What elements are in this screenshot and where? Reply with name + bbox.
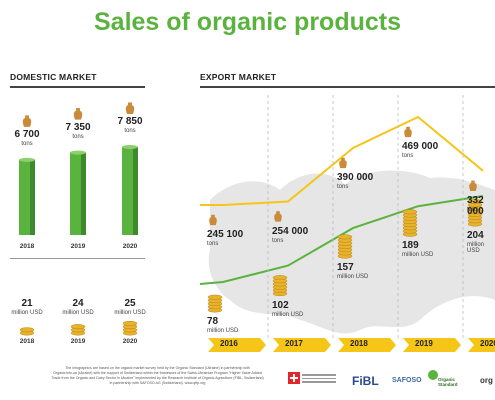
coin-icon — [467, 199, 483, 205]
domestic-usd-value: 25 — [124, 298, 136, 309]
domestic-usd-unit: million USD — [114, 310, 146, 316]
domestic-bar-top — [122, 145, 138, 149]
coin-icon — [207, 294, 223, 300]
export-usd-line — [199, 195, 484, 285]
export-usd-value: 189 — [402, 240, 419, 252]
export-usd-value: 102 — [272, 299, 289, 311]
footer-line: The infographics are based on the organi… — [65, 366, 250, 370]
coin-icon — [337, 234, 353, 240]
export-heading: EXPORT MARKET — [200, 72, 277, 82]
export-usd-unit: million USD — [467, 242, 485, 254]
bag-icon — [73, 110, 83, 120]
bag-icon-top — [25, 115, 29, 118]
domestic-year-label: 2020 — [122, 243, 138, 250]
export-usd-unit: million USD — [207, 328, 239, 334]
bag-icon-top — [211, 214, 215, 217]
domestic-usd-year: 2018 — [19, 338, 35, 345]
export-usd-unit: million USD — [272, 311, 304, 318]
export-year-label: 2020 — [480, 339, 495, 348]
year-arrow — [338, 338, 396, 352]
export-tons-unit: tons — [272, 237, 284, 244]
domestic-unit-label: tons — [72, 133, 84, 140]
export-usd-value: 204 — [467, 230, 484, 241]
export-usd-value: 78 — [207, 316, 219, 327]
export-tons-unit: tons — [207, 241, 219, 247]
bag-icon-top — [76, 108, 80, 111]
extra-logo: org — [480, 376, 493, 385]
safoso-logo: SAFOSO — [392, 377, 422, 384]
bag-icon-top — [128, 102, 132, 105]
domestic-bar-shade — [81, 152, 86, 235]
domestic-year-label: 2018 — [19, 243, 35, 250]
bag-icon — [339, 160, 347, 169]
export-usd-value: 157 — [337, 262, 354, 274]
export-tons-value: 254 000 — [272, 225, 309, 237]
export-tons-value: 245 100 — [207, 229, 244, 240]
bag-icon-top — [341, 157, 345, 161]
bag-icon-top — [471, 180, 475, 183]
year-arrow — [273, 338, 331, 352]
organic-standard-logo: Organic Standard — [438, 377, 458, 387]
export-rule — [200, 86, 495, 88]
coin-icon — [402, 209, 418, 215]
export-usd-unit: million USD — [337, 274, 369, 281]
domestic-heading: DOMESTIC MARKET — [10, 72, 97, 82]
domestic-usd-value: 21 — [21, 298, 33, 309]
coin-icon — [272, 275, 288, 281]
domestic-bar-top — [70, 150, 86, 155]
export-year-label: 2018 — [350, 339, 368, 348]
bag-icon — [469, 182, 477, 191]
export-tons-line — [200, 115, 484, 206]
year-arrow — [208, 338, 266, 352]
domestic-bar-top — [19, 157, 35, 162]
domestic-usd-year: 2019 — [70, 338, 86, 345]
bag-icon — [209, 217, 217, 226]
domestic-usd-value: 24 — [72, 298, 84, 309]
domestic-value-label: 7 850 — [117, 116, 143, 127]
year-arrow — [468, 338, 495, 352]
domestic-rule — [10, 86, 145, 88]
domestic-value-label: 6 700 — [14, 128, 40, 140]
domestic-usd-unit: million USD — [62, 310, 94, 316]
bag-icon-top — [276, 211, 280, 214]
export-year-label: 2017 — [285, 339, 303, 348]
bag-icon — [274, 213, 282, 222]
export-tons-unit: tons — [467, 206, 479, 213]
domestic-usd-year: 2020 — [122, 338, 138, 345]
export-year-label: 2019 — [415, 339, 433, 348]
export-tons-value: 390 000 — [337, 172, 374, 184]
coin-icon — [122, 320, 138, 326]
domestic-unit-label: tons — [21, 140, 33, 147]
domestic-unit-label: tons — [124, 128, 136, 134]
coin-icon — [70, 324, 86, 330]
bag-icon-top — [406, 126, 410, 129]
domestic-bar-shade — [133, 147, 138, 235]
export-tons-unit: tons — [402, 153, 414, 159]
fibl-logo: FiBL — [352, 374, 379, 388]
swiss-confederation-text — [302, 372, 336, 385]
organic-standard-icon — [428, 370, 438, 380]
page-title: Sales of organic products — [93, 8, 401, 36]
footer-line: Trade from the Organic and Dairy Sector … — [51, 376, 264, 380]
export-tons-unit: tons — [337, 184, 349, 191]
year-arrow — [403, 338, 461, 352]
export-tons-value: 332 000 — [467, 194, 484, 217]
bag-icon — [125, 105, 135, 114]
swiss-flag-icon — [286, 370, 304, 388]
bag-icon — [404, 129, 412, 138]
bag-icon — [22, 117, 32, 127]
footer-line: in partnership with SAFOSO AG (Switzerla… — [109, 381, 206, 385]
footer-line: OrganicInfo.ua (Ukraine) with the suppor… — [53, 371, 262, 375]
domestic-bar-shade — [30, 159, 35, 235]
coin-icon — [19, 327, 35, 333]
footer-note: The infographics are based on the organi… — [40, 366, 275, 386]
export-tons-value: 469 000 — [402, 141, 439, 152]
domestic-usd-unit: million USD — [11, 310, 43, 316]
export-year-label: 2016 — [220, 339, 238, 348]
domestic-value-label: 7 350 — [65, 121, 91, 133]
domestic-year-label: 2019 — [70, 243, 86, 250]
domestic-divider — [10, 258, 145, 259]
export-usd-unit: million USD — [402, 252, 434, 259]
